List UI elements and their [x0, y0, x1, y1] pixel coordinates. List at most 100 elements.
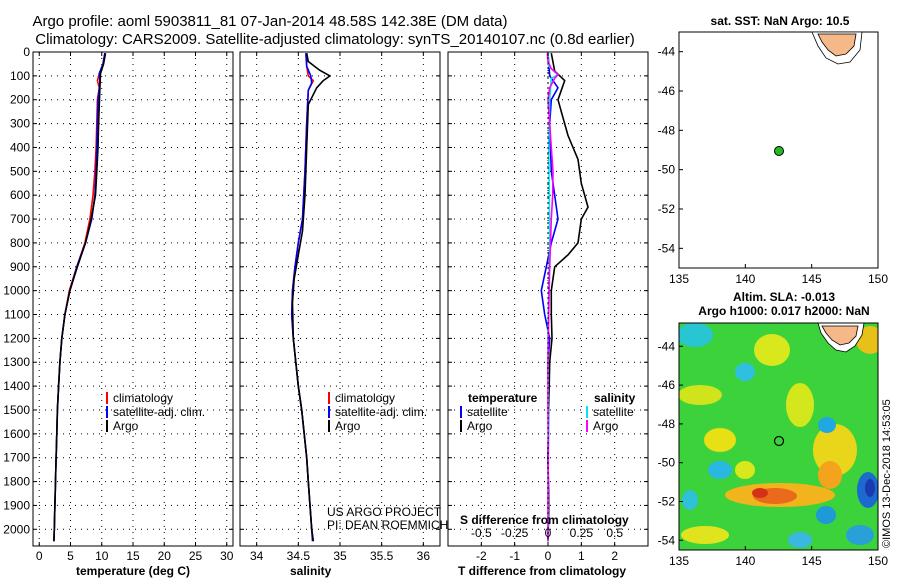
map-x-tick-label: 145	[802, 272, 822, 286]
temperature-lines	[53, 53, 107, 542]
x-tick-label: 0	[36, 549, 43, 563]
legend-title-temperature: temperature	[468, 391, 538, 405]
y-tick-label: 200	[10, 93, 30, 107]
sst-land	[817, 33, 857, 57]
sla-map-panel: Altim. SLA: -0.013 Argo h1000: 0.017 h20…	[658, 290, 889, 568]
sla-map-axes-box	[678, 322, 879, 551]
sla-map-ticks: 135 140 145 150 -44 -46 -48 -50 -52 -54	[658, 339, 889, 568]
y-tick-label: 1100	[4, 308, 30, 322]
y-tick-label: 500	[10, 164, 30, 178]
map-y-tick-label: -46	[658, 84, 676, 98]
legend-label-climatology: climatology	[113, 391, 173, 405]
figure-title-line1: Argo profile: aoml 5903811_81 07-Jan-201…	[32, 13, 507, 30]
legend-label-t-argo: Argo	[467, 419, 493, 433]
sla-patch	[865, 479, 875, 497]
sla-patch	[735, 461, 755, 479]
legend-swatch-t-satellite	[460, 406, 462, 418]
salinity-grid	[240, 51, 440, 546]
x-tick-label: 0	[545, 549, 552, 563]
series-line-t-argo	[547, 53, 589, 542]
temperature-xlabel: temperature (deg C)	[76, 564, 190, 578]
y-tick-label: 800	[10, 236, 30, 250]
sst-argo-marker	[774, 146, 784, 156]
difference-legend-left: temperature satellite Argo	[460, 391, 538, 433]
x-tick-label: 15	[126, 549, 140, 563]
x-tick-label: -1	[509, 549, 520, 563]
sla-patch	[752, 488, 768, 498]
legend-label-t-satellite: satellite	[467, 405, 508, 419]
sst-map-title: sat. SST: NaN Argo: 10.5	[711, 14, 850, 28]
y-tick-label: 1900	[3, 498, 30, 512]
legend-swatch-climatology	[106, 392, 108, 404]
y-tick-label: 1700	[3, 451, 30, 465]
y-tick-label: 1600	[3, 427, 30, 441]
legend-swatch-satellite	[106, 406, 108, 418]
y-tick-label: 1500	[3, 403, 30, 417]
s-tick-label: 0	[545, 526, 552, 540]
sla-patch	[754, 334, 790, 366]
temperature-panel: 0 5 10 15 20 25 300100200300400500600700800900…	[3, 45, 233, 578]
map-y-tick-label: -52	[658, 494, 676, 508]
salinity-legend: climatology satellite-adj. clim. Argo	[328, 391, 427, 433]
difference-legend-right: salinity satellite Argo	[586, 391, 636, 433]
map-y-tick-label: -54	[658, 241, 676, 255]
legend-label-satellite: satellite-adj. clim.	[113, 405, 205, 419]
sla-patch	[681, 526, 729, 544]
map-y-tick-label: -44	[658, 45, 676, 59]
sla-map-title-line2: Argo h1000: 0.017 h2000: NaN	[698, 304, 869, 318]
sla-heatmap	[679, 323, 878, 550]
s-tick-label: -0.25	[501, 526, 529, 540]
credit-line1: US ARGO PROJECT	[327, 505, 442, 519]
x-tick-label: -2	[476, 549, 487, 563]
sla-patch	[679, 385, 722, 405]
x-tick-label: 20	[158, 549, 172, 563]
y-tick-label: 0	[23, 45, 30, 59]
legend-swatch-argo	[328, 420, 330, 432]
x-tick-label: 1	[578, 549, 585, 563]
map-y-tick-label: -48	[658, 123, 676, 137]
map-y-tick-label: -46	[658, 378, 676, 392]
s-tick-label: -0.5	[471, 526, 492, 540]
map-y-tick-label: -44	[658, 339, 676, 353]
sla-patch	[704, 428, 736, 452]
legend-title-salinity: salinity	[594, 391, 636, 405]
x-tick-label: 34	[250, 549, 264, 563]
map-x-tick-label: 135	[669, 554, 689, 568]
map-y-tick-label: -48	[658, 417, 676, 431]
legend-swatch-t-argo	[460, 420, 462, 432]
y-tick-label: 1000	[3, 284, 30, 298]
series-line-argo	[291, 53, 331, 542]
difference-panel: -2 -1 0 1 2 -0.5 -0.25 0 0.25 0.5 T difference fr…	[447, 51, 649, 578]
legend-swatch-satellite	[328, 406, 330, 418]
sst-map-ticks: 135 140 145 150 -44 -46 -48 -50 -52 -54	[658, 45, 889, 286]
s-tick-label: 0.5	[606, 526, 623, 540]
sla-patch	[818, 461, 842, 489]
legend-label-satellite: satellite-adj. clim.	[335, 405, 427, 419]
sla-patch	[786, 383, 814, 427]
sla-patch	[818, 417, 836, 433]
salinity-ticks: 34 34.5 35 35.5 36	[240, 51, 440, 563]
difference-xlabel: T difference from climatology	[458, 564, 626, 578]
sla-patch	[816, 506, 836, 524]
sla-patch	[682, 490, 698, 510]
legend-label-argo: Argo	[113, 419, 139, 433]
y-tick-label: 700	[10, 212, 30, 226]
s-tick-label: 0.25	[570, 526, 594, 540]
x-tick-label: 2	[611, 549, 618, 563]
y-tick-label: 400	[10, 140, 30, 154]
map-x-tick-label: 150	[868, 554, 888, 568]
y-tick-label: 600	[10, 188, 30, 202]
x-tick-label: 30	[220, 549, 234, 563]
legend-label-s-argo: Argo	[593, 419, 619, 433]
map-y-tick-label: -54	[658, 533, 676, 547]
y-tick-label: 1200	[3, 331, 30, 345]
legend-label-argo: Argo	[335, 419, 361, 433]
map-x-tick-label: 135	[669, 272, 689, 286]
y-tick-label: 100	[10, 69, 30, 83]
map-x-tick-label: 140	[735, 554, 755, 568]
y-tick-label: 900	[10, 260, 30, 274]
legend-swatch-argo	[106, 420, 108, 432]
x-tick-label: 10	[95, 549, 109, 563]
x-tick-label: 5	[67, 549, 74, 563]
